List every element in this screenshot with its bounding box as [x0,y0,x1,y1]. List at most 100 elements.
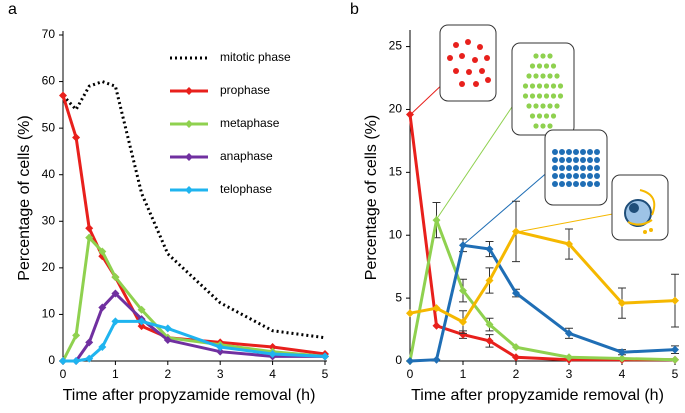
marker [137,317,146,326]
marker [98,303,107,312]
dot [566,165,572,171]
series-line [408,214,676,362]
dot [543,113,550,119]
dot [587,181,593,187]
dot [540,53,546,59]
dot [550,83,557,89]
marker [85,233,94,242]
y-tick-label: 30 [42,213,56,227]
dot [540,103,546,109]
dot [547,53,553,59]
y-tick-label: 0 [395,353,402,367]
x-tick-label: 2 [164,367,171,381]
y-tick-label: 20 [389,102,403,116]
x-tick-label: 2 [513,367,520,381]
dot [587,173,593,179]
x-axis-title: Time after propyzamide removal (h) [411,387,664,404]
dot [550,63,557,69]
dot [573,165,579,171]
dot [559,149,565,155]
marker [98,247,107,256]
marker [111,273,120,282]
x-tick-label: 1 [460,367,467,381]
marker [565,240,573,249]
y-tick-label: 40 [42,167,56,181]
inset-connector [435,94,521,221]
dot [554,103,560,109]
series-line [409,243,676,363]
dot [526,103,532,109]
dot [594,181,600,187]
dot [566,157,572,163]
marker [671,345,679,354]
dot [580,173,586,179]
insets [409,24,669,246]
panel-label: b [350,1,359,18]
marker [512,289,520,298]
marker [459,318,467,327]
dot [554,73,560,79]
legend-label: metaphase [220,116,280,130]
inset-dots [552,149,600,187]
dot [559,165,565,171]
dot [529,63,536,69]
marker [111,289,120,298]
dot [543,63,550,69]
marker [406,309,414,318]
marker [72,331,81,340]
marker [406,357,414,365]
y-tick-label: 25 [389,39,403,53]
dot [522,93,529,99]
dot [594,165,600,171]
dot [552,173,558,179]
marker [432,216,441,225]
series-line [61,234,326,362]
dot [522,83,529,89]
marker [432,355,441,364]
legend-marker [185,120,193,128]
x-tick-label: 1 [112,367,119,381]
marker [72,357,81,365]
dot [533,73,539,79]
marker [459,330,467,339]
y-tick-label: 15 [389,165,403,179]
dot [573,157,579,163]
dot [529,113,536,119]
legend-label: telophase [220,182,272,196]
marker [618,354,626,363]
dot [540,123,546,129]
series-line [63,319,326,363]
marker [163,324,172,333]
dot [543,93,550,99]
marker [512,343,520,352]
dot [536,93,543,99]
dot [566,181,572,187]
marker [268,343,277,352]
dot [543,83,550,89]
dot [550,93,557,99]
dot [547,123,553,129]
y-axis-title: Percentage of cells (%) [363,115,380,280]
marker [59,91,67,100]
dot [529,93,536,99]
marker [216,343,225,352]
dot [536,113,543,119]
dot [547,103,553,109]
dot [557,83,564,89]
dot [587,149,593,155]
dot [587,157,593,163]
series-line [61,95,326,356]
dot [594,157,600,163]
dot [580,165,586,171]
marker [459,241,467,250]
panel-label: a [8,1,17,18]
marker [137,305,146,314]
x-tick-label: 3 [566,367,573,381]
x-axis-title: Time after propyzamide removal (h) [63,387,316,404]
marker [72,133,81,142]
dot [566,149,572,155]
marker [406,110,414,119]
legend-marker [185,153,193,161]
y-tick-label: 60 [42,74,56,88]
marker [512,227,520,236]
